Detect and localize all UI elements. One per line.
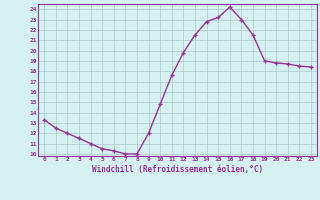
X-axis label: Windchill (Refroidissement éolien,°C): Windchill (Refroidissement éolien,°C) <box>92 165 263 174</box>
